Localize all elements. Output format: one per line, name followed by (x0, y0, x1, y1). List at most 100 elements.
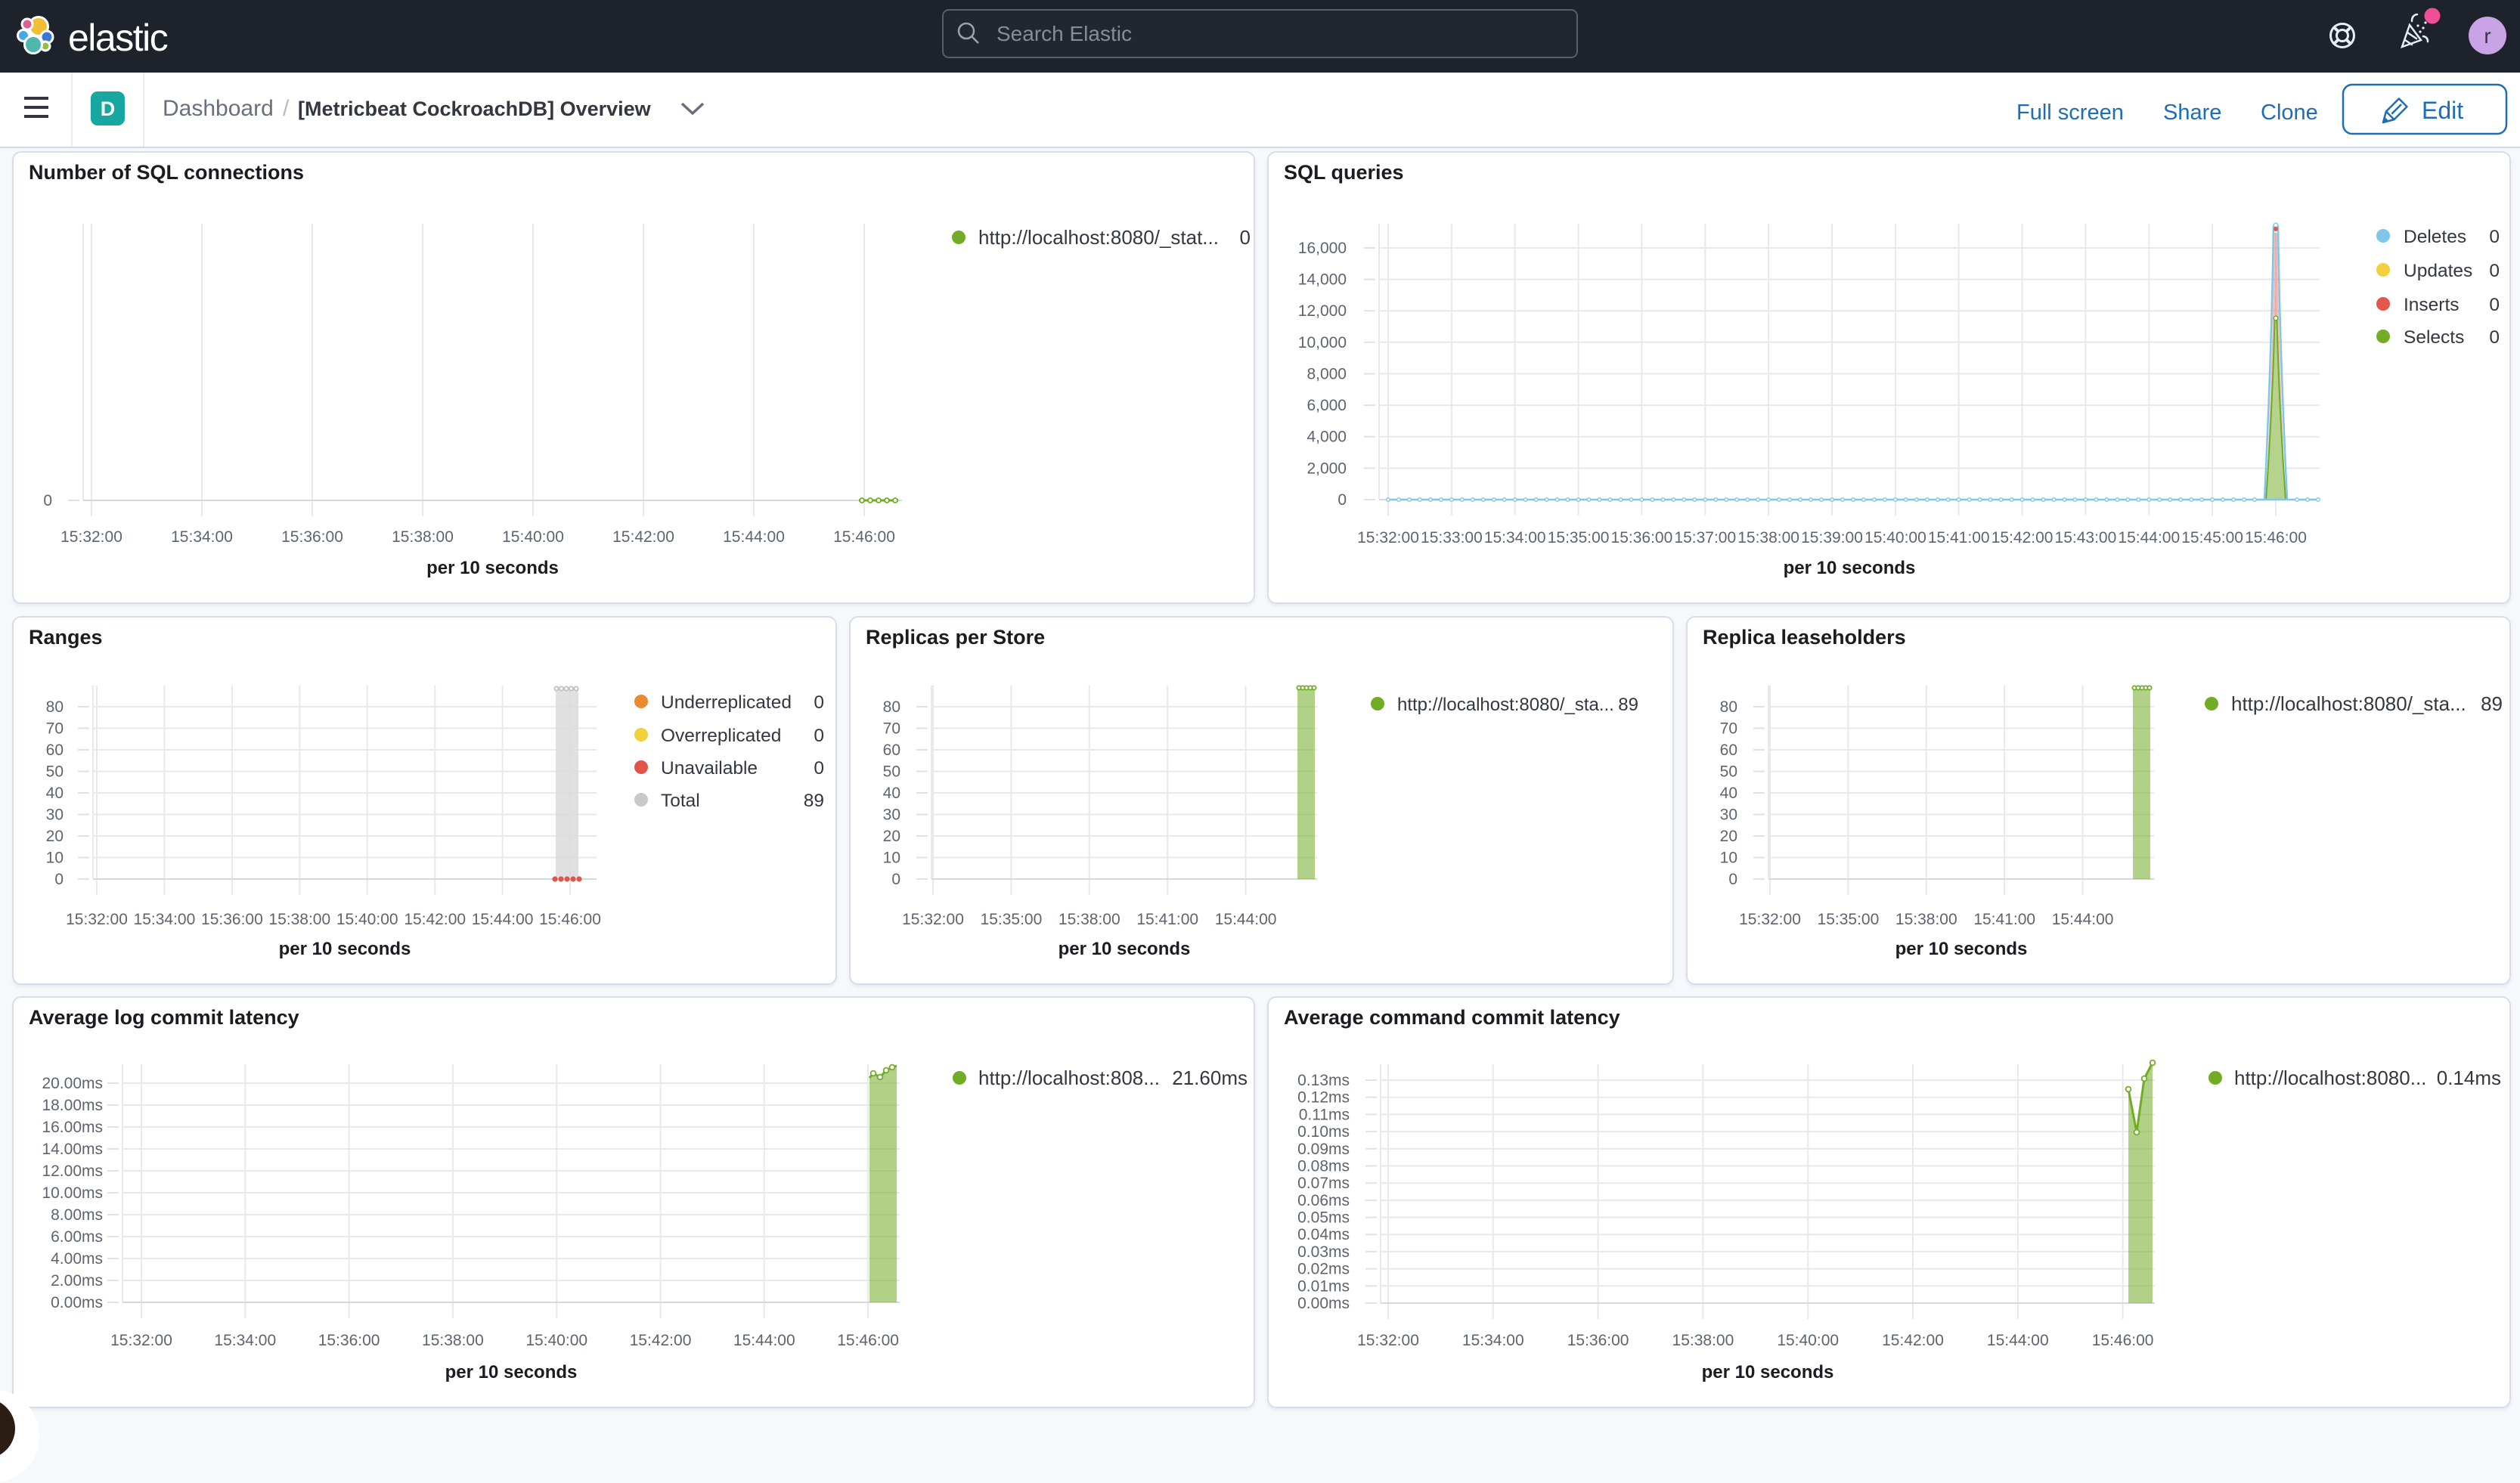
svg-text:15:44:00: 15:44:00 (723, 528, 785, 546)
svg-text:0: 0 (1728, 871, 1737, 888)
svg-text:15:38:00: 15:38:00 (1672, 1332, 1734, 1349)
svg-text:0: 0 (54, 871, 64, 888)
svg-text:15:41:00: 15:41:00 (1973, 911, 2035, 928)
svg-text:http://localhost:8080/_sta...: http://localhost:8080/_sta... (1397, 695, 1614, 715)
svg-text:15:34:00: 15:34:00 (134, 911, 196, 928)
svg-text:14,000: 14,000 (1298, 271, 1347, 289)
svg-text:15:40:00: 15:40:00 (1864, 529, 1926, 546)
svg-text:0.01ms: 0.01ms (1297, 1277, 1350, 1295)
svg-text:15:34:00: 15:34:00 (1462, 1332, 1524, 1349)
svg-text:[Metricbeat CockroachDB] Overv: [Metricbeat CockroachDB] Overview (298, 98, 652, 120)
svg-text:per 10 seconds: per 10 seconds (426, 558, 559, 578)
svg-text:89: 89 (1618, 695, 1638, 715)
svg-text:per 10 seconds: per 10 seconds (1784, 558, 1916, 578)
svg-text:15:46:00: 15:46:00 (833, 528, 895, 546)
svg-text:15:35:00: 15:35:00 (981, 911, 1043, 928)
svg-text:14.00ms: 14.00ms (42, 1141, 103, 1158)
svg-text:15:41:00: 15:41:00 (1928, 529, 1990, 546)
svg-text:0.05ms: 0.05ms (1297, 1209, 1350, 1227)
svg-text:per 10 seconds: per 10 seconds (445, 1362, 578, 1382)
svg-text:0: 0 (891, 871, 900, 888)
svg-text:0.07ms: 0.07ms (1297, 1175, 1350, 1192)
svg-text:15:34:00: 15:34:00 (214, 1332, 276, 1349)
svg-text:0: 0 (814, 758, 824, 779)
svg-text:4.00ms: 4.00ms (51, 1250, 103, 1268)
svg-text:Replicas per Store: Replicas per Store (866, 626, 1045, 649)
svg-text:0.11ms: 0.11ms (1299, 1106, 1350, 1123)
svg-text:15:32:00: 15:32:00 (110, 1332, 172, 1349)
svg-text:15:38:00: 15:38:00 (422, 1332, 484, 1349)
svg-text:per 10 seconds: per 10 seconds (1895, 939, 2028, 959)
svg-text:elastic: elastic (68, 17, 168, 59)
svg-text:Selects: Selects (2404, 327, 2464, 348)
svg-text:Dashboard: Dashboard (163, 96, 274, 121)
svg-text:15:40:00: 15:40:00 (502, 528, 564, 546)
svg-text:per 10 seconds: per 10 seconds (1702, 1362, 1834, 1382)
svg-text:60: 60 (883, 742, 900, 759)
svg-text:15:32:00: 15:32:00 (66, 911, 128, 928)
svg-text:15:36:00: 15:36:00 (318, 1332, 380, 1349)
svg-text:r: r (2484, 24, 2491, 48)
svg-text:15:33:00: 15:33:00 (1421, 529, 1483, 546)
svg-text:15:42:00: 15:42:00 (404, 911, 466, 928)
svg-text:2,000: 2,000 (1306, 460, 1347, 477)
svg-text:Underreplicated: Underreplicated (661, 692, 792, 713)
svg-text:Updates: Updates (2404, 261, 2472, 281)
svg-text:70: 70 (46, 720, 64, 738)
svg-text:0: 0 (814, 726, 824, 746)
svg-text:0.00ms: 0.00ms (51, 1294, 103, 1311)
svg-text:per 10 seconds: per 10 seconds (1059, 939, 1191, 959)
svg-text:4,000: 4,000 (1306, 429, 1347, 446)
svg-text:80: 80 (883, 698, 900, 716)
svg-text:15:32:00: 15:32:00 (1739, 911, 1801, 928)
svg-text:0.12ms: 0.12ms (1297, 1089, 1350, 1107)
svg-text:15:40:00: 15:40:00 (525, 1332, 587, 1349)
svg-text:0: 0 (1337, 491, 1347, 509)
svg-text:40: 40 (46, 785, 64, 802)
svg-text:15:42:00: 15:42:00 (612, 528, 674, 546)
svg-text:0.02ms: 0.02ms (1297, 1261, 1350, 1278)
svg-text:Deletes: Deletes (2404, 227, 2466, 247)
svg-text:15:36:00: 15:36:00 (281, 528, 343, 546)
svg-text:10: 10 (883, 850, 900, 867)
svg-text:0: 0 (1240, 226, 1251, 249)
svg-text:15:46:00: 15:46:00 (539, 911, 601, 928)
svg-text:12,000: 12,000 (1298, 302, 1347, 320)
svg-text:15:44:00: 15:44:00 (2052, 911, 2114, 928)
svg-text:0.10ms: 0.10ms (1297, 1123, 1350, 1141)
svg-text:0: 0 (814, 692, 824, 713)
svg-text:15:43:00: 15:43:00 (2055, 529, 2117, 546)
svg-text:8.00ms: 8.00ms (51, 1206, 103, 1224)
svg-text:15:40:00: 15:40:00 (1777, 1332, 1839, 1349)
svg-text:0.03ms: 0.03ms (1297, 1243, 1350, 1261)
svg-text:15:44:00: 15:44:00 (472, 911, 534, 928)
svg-text:Edit: Edit (2422, 97, 2463, 124)
svg-text:15:36:00: 15:36:00 (1611, 529, 1673, 546)
svg-text:60: 60 (1720, 742, 1737, 759)
svg-text:Inserts: Inserts (2404, 295, 2460, 315)
svg-text:http://localhost:808...: http://localhost:808... (978, 1067, 1160, 1089)
svg-text:50: 50 (1720, 763, 1737, 781)
svg-text:15:36:00: 15:36:00 (201, 911, 263, 928)
svg-text:50: 50 (883, 763, 900, 781)
svg-text:0.04ms: 0.04ms (1297, 1226, 1350, 1243)
svg-text:http://localhost:8080/_stat...: http://localhost:8080/_stat... (978, 226, 1219, 249)
svg-text:Clone: Clone (2261, 101, 2318, 125)
svg-text:70: 70 (883, 720, 900, 738)
svg-text:0.09ms: 0.09ms (1297, 1141, 1350, 1158)
svg-text:15:38:00: 15:38:00 (1059, 911, 1121, 928)
svg-text:20: 20 (46, 828, 64, 845)
svg-text:16.00ms: 16.00ms (42, 1119, 103, 1136)
svg-text:Full screen: Full screen (2016, 101, 2124, 125)
svg-text:0.13ms: 0.13ms (1297, 1072, 1350, 1089)
svg-text:40: 40 (1720, 785, 1737, 802)
svg-text:50: 50 (46, 763, 64, 781)
svg-text:Overreplicated: Overreplicated (661, 726, 781, 746)
svg-text:15:35:00: 15:35:00 (1548, 529, 1610, 546)
svg-text:0: 0 (2489, 327, 2500, 348)
svg-text:10.00ms: 10.00ms (42, 1184, 103, 1202)
svg-text:30: 30 (46, 807, 64, 824)
svg-text:70: 70 (1720, 720, 1737, 738)
svg-text:Search Elastic: Search Elastic (997, 22, 1132, 45)
svg-text:15:44:00: 15:44:00 (2118, 529, 2180, 546)
